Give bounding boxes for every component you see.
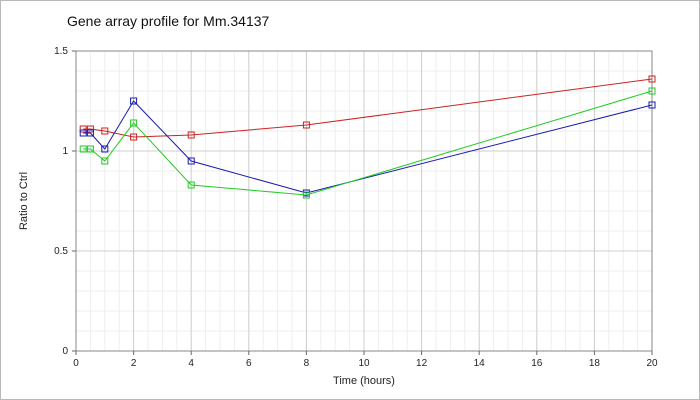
data-point <box>101 145 109 153</box>
data-point <box>79 145 87 153</box>
x-tick-label: 18 <box>589 358 601 369</box>
series-line <box>83 78 653 138</box>
series-line <box>83 90 653 196</box>
data-point <box>86 145 94 153</box>
series-line <box>83 100 653 194</box>
series-1 <box>79 75 656 141</box>
data-point <box>187 131 195 139</box>
series-2 <box>79 97 656 197</box>
chart-title: Gene array profile for Mm.34137 <box>67 13 270 29</box>
y-tick-label: 1 <box>62 146 68 157</box>
data-point <box>187 157 195 165</box>
x-tick-label: 8 <box>304 358 310 369</box>
y-tick-label: 1.5 <box>54 46 68 57</box>
data-point <box>648 75 656 83</box>
data-point <box>86 125 94 133</box>
data-point <box>187 181 195 189</box>
data-point <box>648 87 656 95</box>
y-tick-label: 0.5 <box>54 246 68 257</box>
x-tick-label: 14 <box>474 358 486 369</box>
x-tick-label: 2 <box>131 358 137 369</box>
data-point <box>302 121 310 129</box>
data-point <box>101 127 109 135</box>
data-point <box>130 97 138 105</box>
axis-ticks: 0 2 4 6 8 10 12 14 16 18 20 0 0.5 1 1.5 <box>54 46 658 369</box>
data-point <box>130 133 138 141</box>
data-point <box>79 125 87 133</box>
series-3 <box>79 87 656 199</box>
x-tick-label: 4 <box>188 358 194 369</box>
data-point <box>302 191 310 199</box>
data-point <box>648 101 656 109</box>
x-tick-label: 12 <box>416 358 428 369</box>
y-tick-label: 0 <box>62 346 68 357</box>
data-point <box>130 119 138 127</box>
x-tick-label: 20 <box>646 358 658 369</box>
x-tick-label: 10 <box>358 358 370 369</box>
x-tick-label: 6 <box>246 358 252 369</box>
data-point <box>101 157 109 165</box>
x-tick-label: 0 <box>73 358 79 369</box>
x-axis-label: Time (hours) <box>333 375 395 387</box>
data-point <box>86 129 94 137</box>
series-layer <box>79 75 656 199</box>
y-axis-label: Ratio to Ctrl <box>18 172 30 230</box>
data-point <box>79 129 87 137</box>
x-tick-label: 16 <box>531 358 543 369</box>
